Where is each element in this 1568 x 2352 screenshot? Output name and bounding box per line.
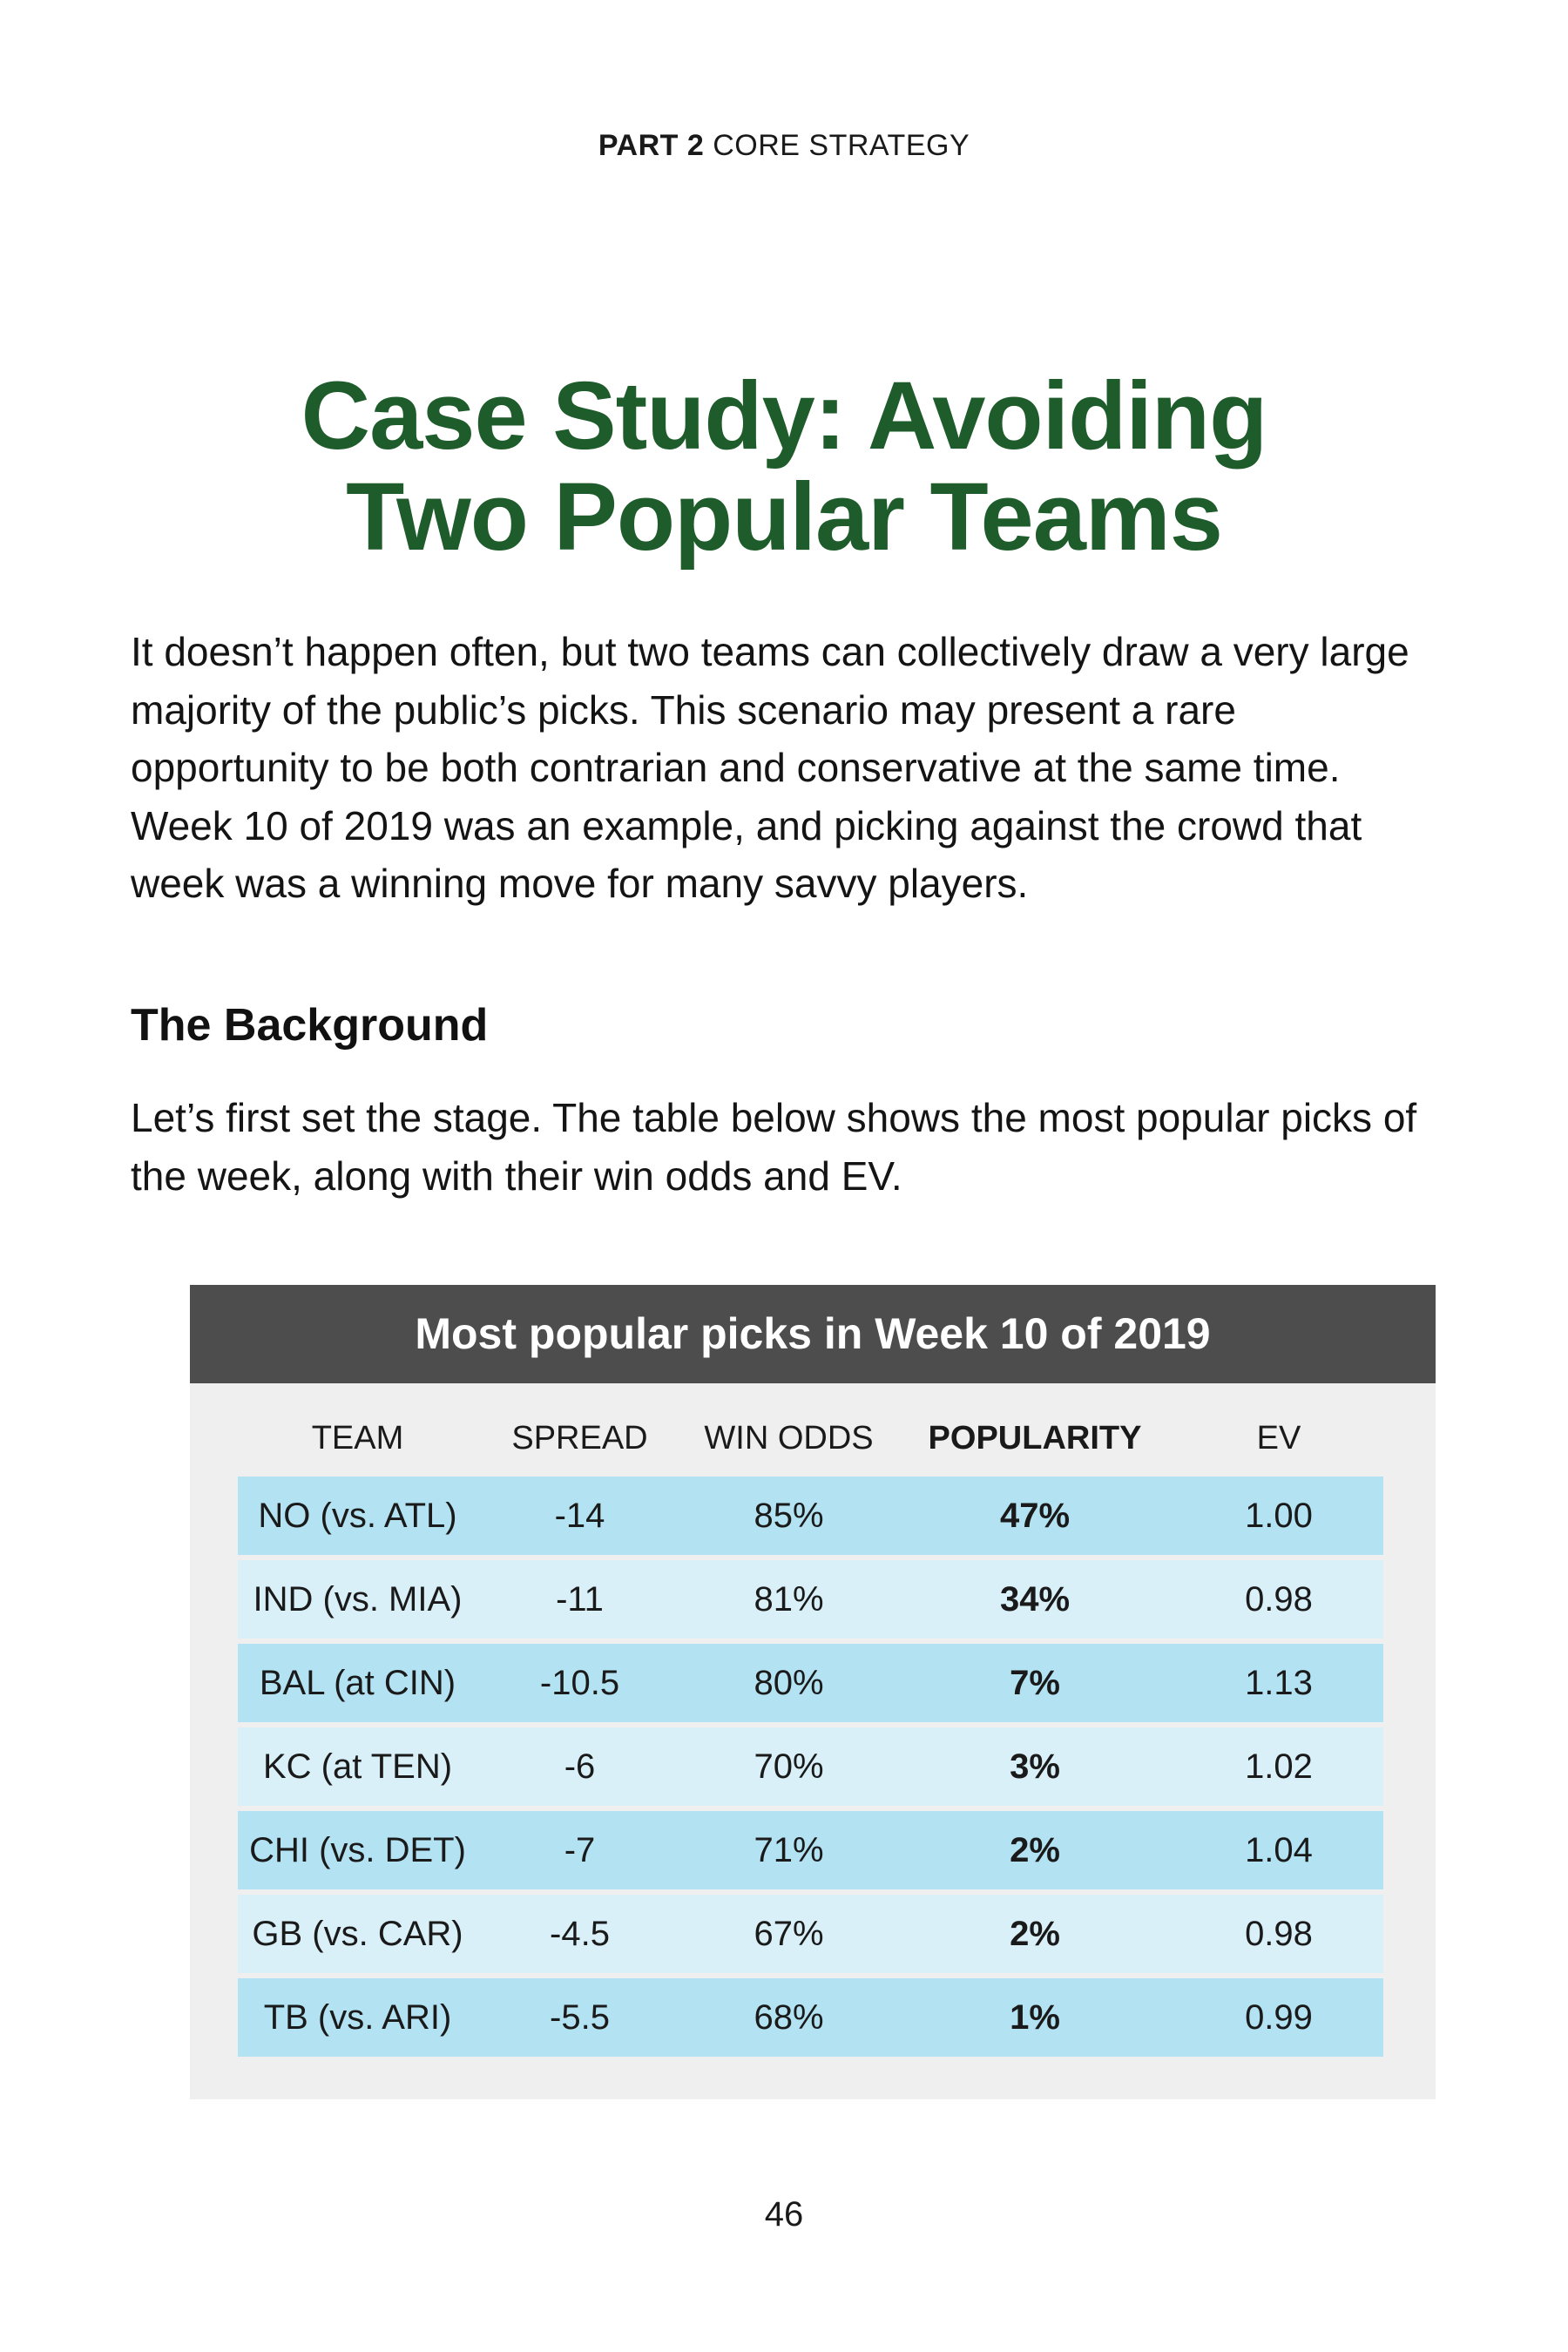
table-row: CHI (vs. DET) -7 71% 2% 1.04 bbox=[238, 1806, 1383, 1892]
table-row: IND (vs. MIA) -11 81% 34% 0.98 bbox=[238, 1555, 1383, 1641]
table-row: GB (vs. CAR) -4.5 67% 2% 0.98 bbox=[238, 1889, 1383, 1976]
win-odds-cell: 81% bbox=[682, 1555, 896, 1641]
team-cell: KC (at TEN) bbox=[238, 1722, 477, 1808]
ev-cell: 1.13 bbox=[1174, 1639, 1383, 1725]
popularity-cell: 2% bbox=[896, 1806, 1174, 1892]
popularity-cell: 2% bbox=[896, 1889, 1174, 1976]
running-head: PART 2 CORE STRATEGY bbox=[0, 129, 1568, 163]
spread-cell: -7 bbox=[477, 1806, 682, 1892]
table-header-row: TEAM SPREAD WIN ODDS POPULARITY EV bbox=[238, 1405, 1383, 1474]
spread-cell: -11 bbox=[477, 1555, 682, 1641]
popularity-cell: 7% bbox=[896, 1639, 1174, 1725]
popularity-cell: 47% bbox=[896, 1471, 1174, 1558]
ev-cell: 1.02 bbox=[1174, 1722, 1383, 1808]
section-paragraph: Let’s first set the stage. The table bel… bbox=[131, 1095, 1417, 1199]
win-odds-cell: 70% bbox=[682, 1722, 896, 1808]
win-odds-cell: 80% bbox=[682, 1639, 896, 1725]
table-row: TB (vs. ARI) -5.5 68% 1% 0.99 bbox=[238, 1973, 1383, 2057]
win-odds-cell: 85% bbox=[682, 1471, 896, 1558]
title-line-1: Case Study: Avoiding bbox=[301, 362, 1268, 470]
picks-table-panel: Most popular picks in Week 10 of 2019 TE… bbox=[190, 1285, 1436, 2099]
table-row: NO (vs. ATL) -14 85% 47% 1.00 bbox=[238, 1471, 1383, 1558]
win-odds-cell: 67% bbox=[682, 1889, 896, 1976]
win-odds-cell: 68% bbox=[682, 1973, 896, 2057]
team-cell: CHI (vs. DET) bbox=[238, 1806, 477, 1892]
team-cell: IND (vs. MIA) bbox=[238, 1555, 477, 1641]
column-header-win-odds: WIN ODDS bbox=[704, 1419, 874, 1456]
spread-cell: -14 bbox=[477, 1471, 682, 1558]
popularity-cell: 3% bbox=[896, 1722, 1174, 1808]
team-cell: NO (vs. ATL) bbox=[238, 1471, 477, 1558]
spread-cell: -6 bbox=[477, 1722, 682, 1808]
intro-paragraph: It doesn’t happen often, but two teams c… bbox=[131, 629, 1409, 906]
popularity-cell: 34% bbox=[896, 1555, 1174, 1641]
column-header-spread: SPREAD bbox=[511, 1419, 648, 1456]
title-line-2: Two Popular Teams bbox=[346, 463, 1223, 571]
team-cell: BAL (at CIN) bbox=[238, 1639, 477, 1725]
ev-cell: 1.04 bbox=[1174, 1806, 1383, 1892]
column-header-popularity: POPULARITY bbox=[928, 1419, 1142, 1456]
spread-cell: -4.5 bbox=[477, 1889, 682, 1976]
section-heading: The Background bbox=[131, 1000, 489, 1051]
table-row: KC (at TEN) -6 70% 3% 1.02 bbox=[238, 1722, 1383, 1808]
ev-cell: 1.00 bbox=[1174, 1471, 1383, 1558]
spread-cell: -10.5 bbox=[477, 1639, 682, 1725]
spread-cell: -5.5 bbox=[477, 1973, 682, 2057]
part-title: CORE STRATEGY bbox=[713, 129, 970, 162]
ev-cell: 0.98 bbox=[1174, 1555, 1383, 1641]
column-header-team: TEAM bbox=[311, 1419, 404, 1456]
column-header-ev: EV bbox=[1256, 1419, 1301, 1456]
team-cell: GB (vs. CAR) bbox=[238, 1889, 477, 1976]
part-label: PART 2 bbox=[598, 129, 705, 162]
page-number: 46 bbox=[764, 2195, 804, 2234]
ev-cell: 0.99 bbox=[1174, 1973, 1383, 2057]
team-cell: TB (vs. ARI) bbox=[238, 1973, 477, 2057]
win-odds-cell: 71% bbox=[682, 1806, 896, 1892]
table-row: BAL (at CIN) -10.5 80% 7% 1.13 bbox=[238, 1639, 1383, 1725]
picks-table: TEAM SPREAD WIN ODDS POPULARITY EV NO (v… bbox=[238, 1405, 1383, 2057]
page-title: Case Study: Avoiding Two Popular Teams bbox=[87, 366, 1481, 568]
popularity-cell: 1% bbox=[896, 1973, 1174, 2057]
ev-cell: 0.98 bbox=[1174, 1889, 1383, 1976]
table-title: Most popular picks in Week 10 of 2019 bbox=[190, 1285, 1436, 1383]
